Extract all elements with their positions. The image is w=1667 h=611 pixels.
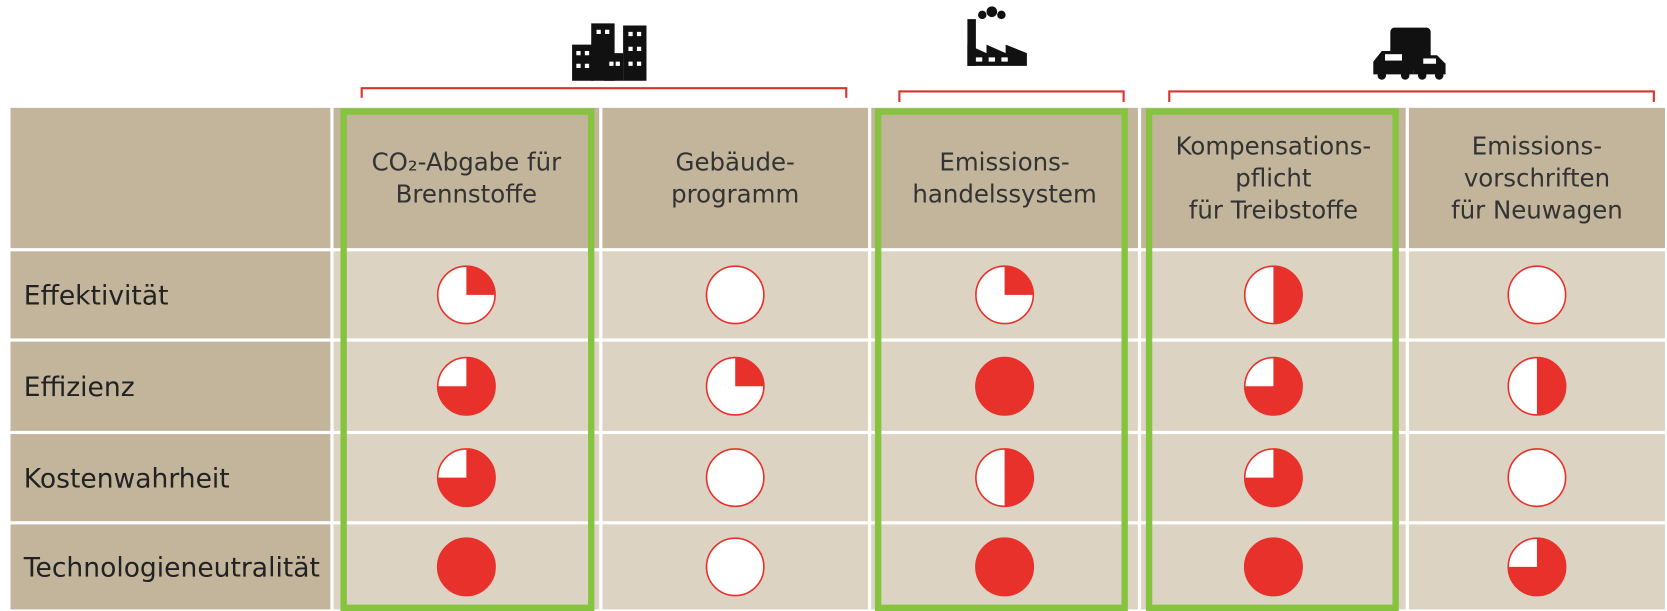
ball-fill: [975, 357, 1034, 415]
header-line: Emissions-: [1472, 132, 1602, 161]
highlight-frame: [1145, 108, 1399, 611]
row-label: Effektivität: [24, 280, 169, 311]
row-label: Kostenwahrheit: [24, 463, 230, 494]
group-bracket: [360, 87, 848, 98]
ball-fill: [1004, 266, 1034, 295]
header-line: CO₂-Abgabe für: [372, 148, 562, 177]
ball-fill: [735, 357, 764, 387]
harvey-ball: [705, 265, 765, 325]
header-line: für Treibstoffe: [1189, 195, 1358, 224]
ball-fill: [1004, 448, 1034, 507]
header-line: Emissions-: [939, 148, 1069, 177]
harvey-ball: [1507, 537, 1567, 597]
ball-outline: [705, 537, 765, 597]
header-line: programm: [671, 179, 799, 208]
header-line: vorschriften: [1464, 163, 1610, 192]
ball-fill: [466, 266, 496, 295]
cell: [1408, 107, 1665, 249]
cell: [1141, 107, 1406, 249]
header-line: handelssystem: [912, 179, 1096, 208]
ball-fill: [1244, 538, 1303, 596]
harvey-ball: [1507, 265, 1567, 325]
ball-fill: [437, 448, 496, 507]
highlight-frame: [340, 108, 595, 611]
cell: [10, 341, 331, 431]
buildings-icon: [572, 23, 647, 81]
harvey-ball: [436, 537, 496, 597]
harvey-ball: [1243, 448, 1303, 508]
harvey-ball: [975, 448, 1035, 508]
ball-fill: [1244, 448, 1303, 507]
harvey-ball: [705, 537, 765, 597]
cars-icon: [1373, 27, 1446, 80]
harvey-ball: [975, 356, 1035, 416]
cell: [10, 251, 331, 339]
column-header: CO₂-Abgabe für Brennstoffe: [372, 148, 562, 209]
ball-fill: [1244, 357, 1303, 415]
harvey-ball: [1243, 356, 1303, 416]
column-header: Gebäude-programm: [671, 148, 799, 209]
cell: [10, 107, 331, 249]
cell: [871, 107, 1138, 249]
factory-icon: [967, 6, 1027, 66]
cell: [602, 107, 869, 249]
row-label: Technologieneutralität: [23, 553, 320, 584]
header-line: Gebäude-: [676, 148, 795, 177]
harvey-ball: [1507, 448, 1567, 508]
column-header: Kompensations-pflicht für Treibstoffe: [1176, 132, 1372, 225]
harvey-ball: [975, 265, 1035, 325]
highlight-frame: [874, 108, 1128, 611]
harvey-ball: [436, 356, 496, 416]
harvey-ball: [975, 537, 1035, 597]
cell: [10, 434, 331, 522]
ball-outline: [1507, 448, 1567, 508]
header-line: für Neuwagen: [1451, 195, 1623, 224]
group-bracket: [1168, 90, 1655, 103]
header-line: pflicht: [1235, 163, 1311, 192]
cell: [333, 107, 600, 249]
ball-fill: [437, 538, 496, 596]
harvey-ball: [705, 448, 765, 508]
row-label: Effizienz: [24, 372, 135, 403]
ball-fill: [437, 357, 496, 415]
group-bracket: [898, 90, 1125, 103]
cell: [10, 524, 331, 610]
ball-fill: [975, 538, 1034, 596]
ball-fill: [1508, 538, 1566, 596]
harvey-ball: [1243, 537, 1303, 597]
ball-outline: [705, 448, 765, 508]
ball-fill: [1536, 357, 1566, 415]
header-line: Brennstoffe: [396, 179, 537, 208]
harvey-ball: [436, 265, 496, 325]
column-header: Emissions-handelssystem: [912, 148, 1096, 209]
harvey-ball: [1507, 356, 1567, 416]
column-header: Emissions-vorschriften für Neuwagen: [1451, 132, 1623, 225]
header-line: Kompensations-: [1176, 132, 1372, 161]
ball-fill: [1273, 266, 1303, 324]
harvey-ball: [436, 448, 496, 508]
ball-outline: [1507, 265, 1567, 325]
ball-outline: [705, 265, 765, 325]
harvey-ball: [705, 356, 765, 416]
harvey-ball: [1243, 265, 1303, 325]
